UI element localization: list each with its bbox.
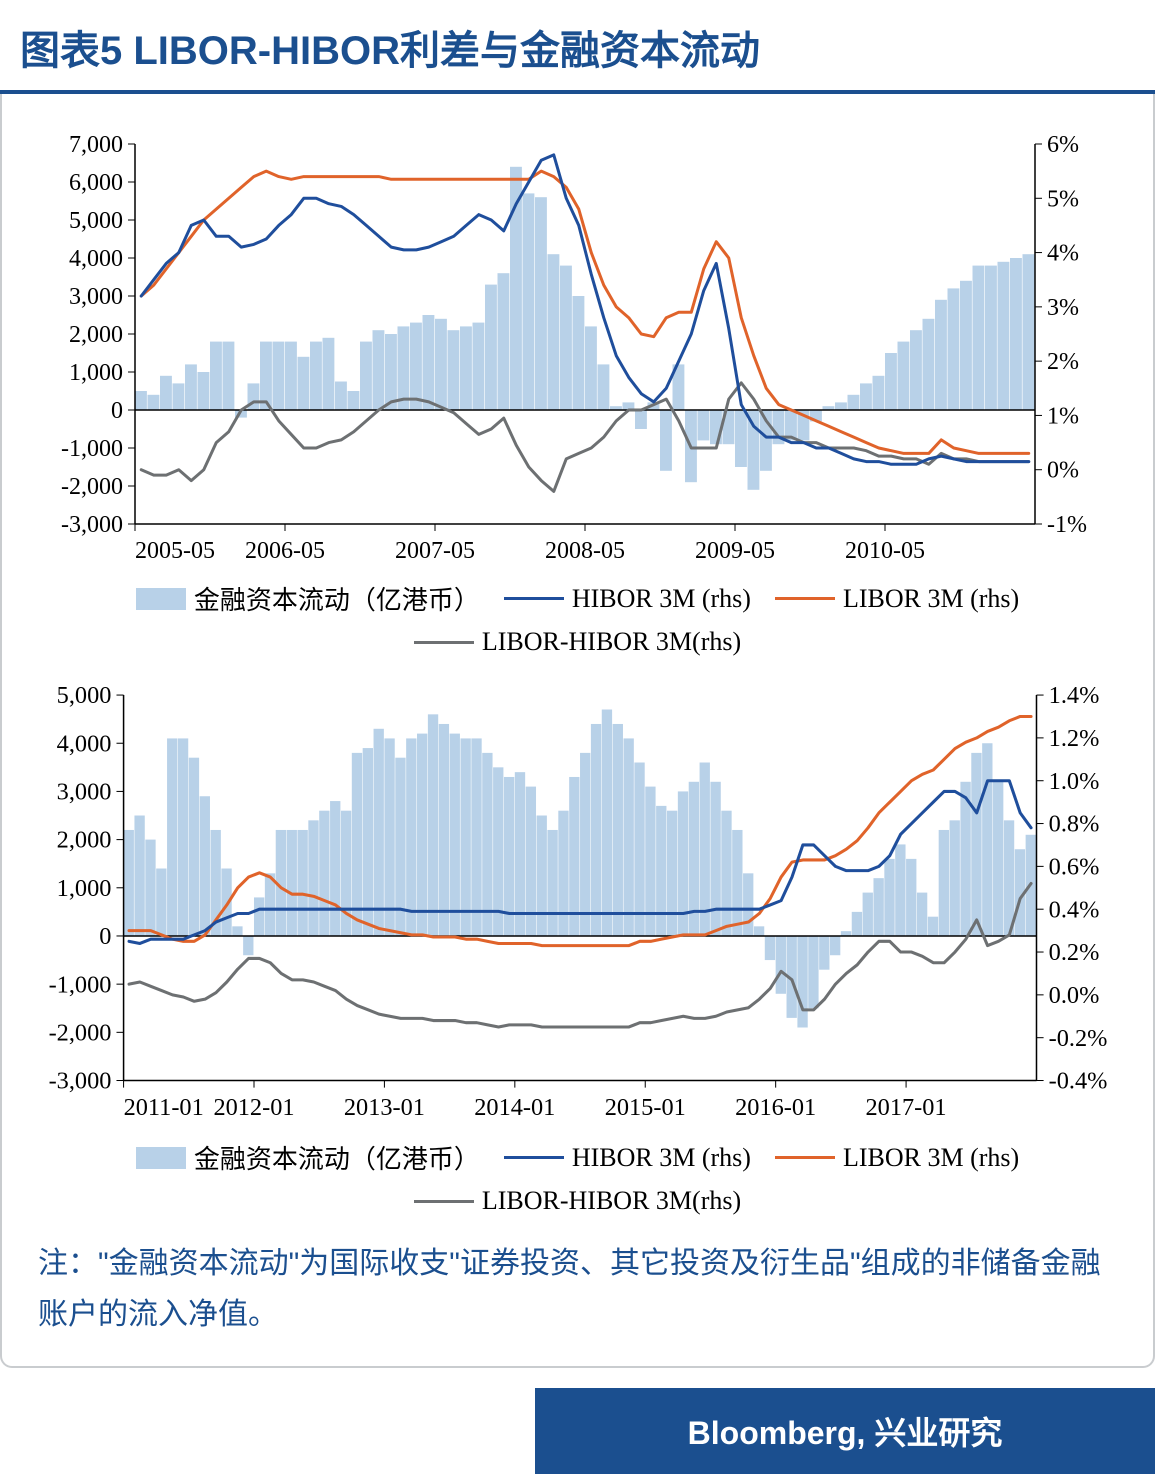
- svg-text:2005-05: 2005-05: [135, 538, 215, 564]
- svg-text:2007-05: 2007-05: [395, 538, 475, 564]
- legend-label: 金融资本流动（亿港币）: [194, 580, 480, 617]
- svg-text:4,000: 4,000: [57, 730, 112, 757]
- legend-item-libor: LIBOR 3M (rhs): [775, 1139, 1019, 1176]
- svg-text:6%: 6%: [1047, 132, 1079, 158]
- svg-text:2009-05: 2009-05: [695, 538, 775, 564]
- svg-text:-3,000: -3,000: [61, 512, 123, 538]
- swatch-line: [504, 1156, 564, 1159]
- svg-text:0.0%: 0.0%: [1049, 982, 1100, 1009]
- title-bar: 图表5 LIBOR-HIBOR利差与金融资本流动: [0, 0, 1155, 94]
- svg-text:4,000: 4,000: [69, 246, 123, 272]
- svg-text:0: 0: [99, 923, 111, 950]
- legend-item-hibor: HIBOR 3M (rhs): [504, 580, 751, 617]
- svg-text:5%: 5%: [1047, 186, 1079, 212]
- svg-text:0.4%: 0.4%: [1049, 896, 1100, 923]
- svg-text:7,000: 7,000: [69, 132, 123, 158]
- svg-text:1,000: 1,000: [69, 360, 123, 386]
- swatch-line: [775, 597, 835, 600]
- svg-text:-1,000: -1,000: [49, 971, 112, 998]
- svg-text:2013-01: 2013-01: [344, 1094, 425, 1121]
- legend-label: HIBOR 3M (rhs): [572, 1143, 751, 1173]
- svg-text:2015-01: 2015-01: [605, 1094, 686, 1121]
- svg-text:1.2%: 1.2%: [1049, 725, 1100, 752]
- figure-container: 图表5 LIBOR-HIBOR利差与金融资本流动 -3,000 -2,000 -1,…: [0, 0, 1155, 1368]
- svg-text:0.6%: 0.6%: [1049, 853, 1100, 880]
- legend-item-bar: 金融资本流动（亿港币）: [136, 580, 480, 617]
- svg-text:5,000: 5,000: [69, 208, 123, 234]
- svg-text:2,000: 2,000: [69, 322, 123, 348]
- swatch-line: [504, 597, 564, 600]
- svg-text:1.0%: 1.0%: [1049, 768, 1100, 795]
- source-tab: Bloomberg, 兴业研究: [535, 1388, 1155, 1474]
- swatch-bar: [136, 1147, 186, 1169]
- svg-text:4%: 4%: [1047, 241, 1079, 267]
- svg-text:2008-05: 2008-05: [545, 538, 625, 564]
- legend-item-hibor: HIBOR 3M (rhs): [504, 1139, 751, 1176]
- svg-text:5,000: 5,000: [57, 682, 112, 709]
- chart-panel-b: -3,000 -2,000 -1,000 0 1,000 2,000 3,000 4,000 5…: [12, 673, 1143, 1133]
- swatch-line: [414, 1200, 474, 1203]
- svg-text:2014-01: 2014-01: [474, 1094, 555, 1121]
- legend-label: LIBOR 3M (rhs): [843, 1143, 1019, 1173]
- chart-panel-a: -3,000 -2,000 -1,000 0 1,000 2,000 3,000 4,000 5…: [12, 114, 1143, 574]
- legend-item-libor: LIBOR 3M (rhs): [775, 580, 1019, 617]
- svg-text:2011-01: 2011-01: [124, 1094, 204, 1121]
- swatch-line: [775, 1156, 835, 1159]
- svg-text:3,000: 3,000: [69, 284, 123, 310]
- legend-label: 金融资本流动（亿港币）: [194, 1139, 480, 1176]
- figure-title: 图表5 LIBOR-HIBOR利差与金融资本流动: [20, 29, 760, 73]
- legend-item-spread: LIBOR-HIBOR 3M(rhs): [414, 627, 741, 657]
- svg-text:-2,000: -2,000: [61, 474, 123, 500]
- svg-text:2010-05: 2010-05: [845, 538, 925, 564]
- svg-text:0.8%: 0.8%: [1049, 811, 1100, 838]
- svg-text:6,000: 6,000: [69, 170, 123, 196]
- chart-box: -3,000 -2,000 -1,000 0 1,000 2,000 3,000 4,000 5…: [0, 94, 1155, 1368]
- svg-text:3,000: 3,000: [57, 779, 112, 806]
- legend-b: 金融资本流动（亿港币） HIBOR 3M (rhs) LIBOR 3M (rhs…: [12, 1133, 1143, 1232]
- svg-text:1.4%: 1.4%: [1049, 682, 1100, 709]
- legend-a: 金融资本流动（亿港币） HIBOR 3M (rhs) LIBOR 3M (rhs…: [12, 574, 1143, 673]
- legend-label: HIBOR 3M (rhs): [572, 584, 751, 614]
- legend-label: LIBOR 3M (rhs): [843, 584, 1019, 614]
- svg-text:-2,000: -2,000: [49, 1019, 112, 1046]
- svg-text:2016-01: 2016-01: [735, 1094, 816, 1121]
- legend-label: LIBOR-HIBOR 3M(rhs): [482, 1186, 741, 1216]
- svg-text:2006-05: 2006-05: [245, 538, 325, 564]
- svg-text:2012-01: 2012-01: [213, 1094, 294, 1121]
- swatch-line: [414, 641, 474, 644]
- svg-text:2%: 2%: [1047, 349, 1079, 375]
- swatch-bar: [136, 588, 186, 610]
- svg-text:1,000: 1,000: [57, 875, 112, 902]
- svg-text:-0.2%: -0.2%: [1049, 1025, 1108, 1052]
- svg-text:2017-01: 2017-01: [866, 1094, 947, 1121]
- legend-item-bar: 金融资本流动（亿港币）: [136, 1139, 480, 1176]
- svg-text:0%: 0%: [1047, 458, 1079, 484]
- legend-label: LIBOR-HIBOR 3M(rhs): [482, 627, 741, 657]
- figure-note: 注："金融资本流动"为国际收支"证券投资、其它投资及衍生品"组成的非储备金融账户…: [12, 1232, 1143, 1340]
- svg-text:-3,000: -3,000: [49, 1068, 112, 1095]
- svg-text:-1%: -1%: [1047, 512, 1087, 538]
- svg-text:-1,000: -1,000: [61, 436, 123, 462]
- legend-item-spread: LIBOR-HIBOR 3M(rhs): [414, 1186, 741, 1216]
- svg-text:-0.4%: -0.4%: [1049, 1068, 1108, 1095]
- svg-text:3%: 3%: [1047, 295, 1079, 321]
- svg-text:2,000: 2,000: [57, 827, 112, 854]
- svg-text:0: 0: [111, 398, 123, 424]
- svg-text:0.2%: 0.2%: [1049, 939, 1100, 966]
- svg-text:1%: 1%: [1047, 403, 1079, 429]
